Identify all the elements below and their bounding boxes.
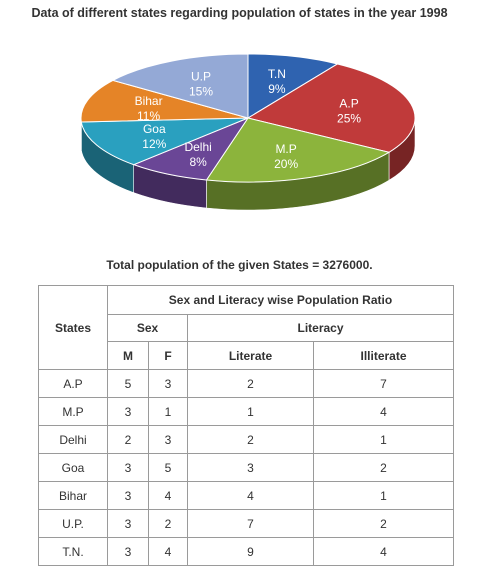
- cell-m: 3: [107, 537, 149, 566]
- cell-f: 4: [148, 537, 188, 566]
- pie-value-delhi: 8%: [189, 155, 207, 169]
- cell-illiterate: 7: [313, 369, 454, 398]
- pie-slice-tn: [247, 53, 339, 119]
- pie-label-up: U.P: [191, 70, 211, 84]
- pie-label-ap: A.P: [339, 96, 358, 110]
- header-illiterate: Illiterate: [313, 341, 454, 370]
- cell-f: 3: [148, 369, 188, 398]
- pie-value-ap: 25%: [337, 111, 361, 125]
- table-row: M.P 3 1 1 4: [38, 397, 454, 426]
- header-f: F: [148, 341, 188, 370]
- pie-label-bihar: Bihar: [135, 94, 163, 108]
- header-literacy: Literacy: [187, 314, 454, 342]
- total-population-text: Total population of the given States = 3…: [106, 258, 373, 272]
- cell-literate: 4: [187, 481, 314, 510]
- pie-slice-ap: [246, 63, 416, 153]
- pie-value-goa: 12%: [142, 137, 166, 151]
- header-literate: Literate: [187, 341, 314, 370]
- cell-illiterate: 1: [313, 425, 454, 454]
- population-ratio-table: States Sex and Literacy wise Population …: [38, 285, 454, 566]
- table-row: Delhi 2 3 2 1: [38, 425, 454, 454]
- pie-value-mp: 20%: [274, 157, 298, 171]
- cell-m: 5: [107, 369, 149, 398]
- cell-state: U.P.: [38, 509, 108, 538]
- table-row: Bihar 3 4 4 1: [38, 481, 454, 510]
- pie-slice-bihar: [80, 79, 249, 123]
- cell-literate: 1: [187, 397, 314, 426]
- cell-literate: 7: [187, 509, 314, 538]
- header-sex: Sex: [107, 314, 188, 342]
- total-population-note: Total population of the given States = 3…: [0, 258, 479, 272]
- pie-value-bihar: 11%: [137, 109, 160, 123]
- cell-m: 3: [107, 481, 149, 510]
- cell-state: Delhi: [38, 425, 108, 454]
- pie-slice-goa: [80, 117, 249, 166]
- pie-label-goa: Goa: [143, 122, 166, 136]
- header-m: M: [107, 341, 149, 370]
- header-states: States: [38, 285, 108, 370]
- cell-m: 3: [107, 397, 149, 426]
- cell-f: 5: [148, 453, 188, 482]
- cell-literate: 3: [187, 453, 314, 482]
- table-row: Goa 3 5 3 2: [38, 453, 454, 482]
- chart-title: Data of different states regarding popul…: [31, 6, 448, 20]
- pie-label-delhi: Delhi: [184, 140, 211, 154]
- pie-top-faces: [80, 53, 416, 183]
- pie-label-tn: T.N: [268, 67, 286, 81]
- table-row: A.P 5 3 2 7: [38, 369, 454, 398]
- cell-state: T.N.: [38, 537, 108, 566]
- cell-f: 3: [148, 425, 188, 454]
- cell-state: M.P: [38, 397, 108, 426]
- cell-f: 1: [148, 397, 188, 426]
- cell-f: 2: [148, 509, 188, 538]
- cell-literate: 2: [187, 369, 314, 398]
- pie-value-tn: 9%: [268, 82, 286, 96]
- pie-chart: T.N 9% A.P 25% M.P 20% Delhi 8% Goa 12% Bihar 11% U.…: [0, 26, 479, 246]
- cell-f: 4: [148, 481, 188, 510]
- pie-label-mp: M.P: [275, 142, 296, 156]
- cell-m: 2: [107, 425, 149, 454]
- cell-illiterate: 1: [313, 481, 454, 510]
- cell-state: Bihar: [38, 481, 108, 510]
- cell-literate: 2: [187, 425, 314, 454]
- cell-illiterate: 2: [313, 509, 454, 538]
- table-row: T.N. 3 4 9 4: [38, 537, 454, 566]
- cell-illiterate: 4: [313, 537, 454, 566]
- cell-illiterate: 2: [313, 453, 454, 482]
- pie-slice-up: [111, 53, 249, 119]
- pie-value-up: 15%: [189, 85, 213, 99]
- cell-literate: 9: [187, 537, 314, 566]
- table-row: U.P. 3 2 7 2: [38, 509, 454, 538]
- pie-slice-mp: [205, 117, 391, 183]
- cell-state: Goa: [38, 453, 108, 482]
- header-group-title: Sex and Literacy wise Population Ratio: [107, 285, 454, 315]
- cell-state: A.P: [38, 369, 108, 398]
- cell-m: 3: [107, 453, 149, 482]
- cell-illiterate: 4: [313, 397, 454, 426]
- cell-m: 3: [107, 509, 149, 538]
